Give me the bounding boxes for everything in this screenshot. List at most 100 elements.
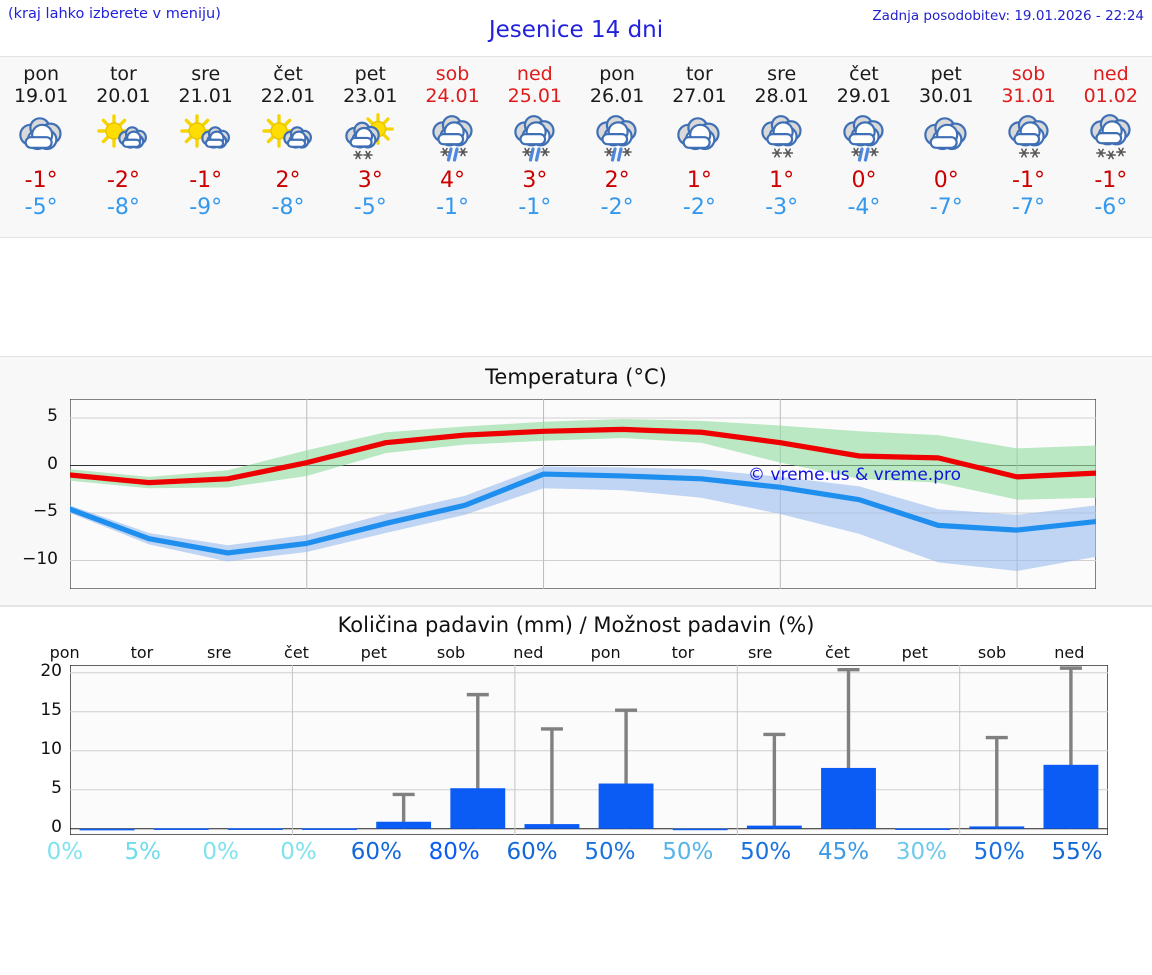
location-menu-hint[interactable]: (kraj lahko izberete v meniju): [8, 6, 221, 22]
sun-cloud-icon: [85, 109, 161, 167]
cloudy-icon: [661, 109, 737, 167]
cloud-rain-snow-icon: [826, 109, 902, 167]
forecast-day-0[interactable]: pon 19.01 -1° -5°: [0, 57, 82, 237]
day-date: 21.01: [178, 85, 233, 107]
day-date: 28.01: [754, 85, 809, 107]
day-max-temp: 3°: [357, 168, 383, 193]
day-date: 30.01: [919, 85, 974, 107]
precip-probability: 30%: [895, 839, 947, 865]
day-min-temp: -3°: [765, 195, 799, 220]
forecast-day-2[interactable]: sre 21.01 -1° -9°: [165, 57, 247, 237]
forecast-day-6[interactable]: ned 25.01 3° -1°: [494, 57, 576, 237]
forecast-day-8[interactable]: tor 27.01 1° -2°: [658, 57, 740, 237]
precip-probability: 60%: [506, 839, 558, 865]
forecast-day-3[interactable]: čet 22.01 2° -8°: [247, 57, 329, 237]
precip-bar: [524, 824, 580, 829]
day-max-temp: -1°: [24, 168, 58, 193]
temperature-band-1: [70, 466, 1096, 571]
precip-y-tick: 0: [51, 816, 62, 837]
cloud-rain-snow-icon: [415, 109, 491, 167]
forecast-day-5[interactable]: sob 24.01 4° -1°: [411, 57, 493, 237]
day-max-temp: 4°: [440, 168, 466, 193]
temperature-band-0: [70, 418, 1096, 500]
precip-bar: [153, 828, 209, 830]
day-name: pet: [354, 63, 386, 85]
precip-day-label: ned: [1054, 643, 1085, 662]
precip-day-label: čet: [824, 643, 850, 662]
precip-y-tick: 15: [40, 699, 62, 720]
day-date: 26.01: [589, 85, 645, 107]
day-max-temp: 0°: [851, 168, 877, 193]
temp-y-tick: 0: [47, 453, 58, 474]
day-max-temp: -1°: [189, 168, 223, 193]
day-max-temp: -1°: [1094, 168, 1128, 193]
forecast-day-11[interactable]: pet 30.01 0° -7°: [905, 57, 987, 237]
precip-day-label: pon: [49, 643, 80, 662]
precip-probability: 50%: [973, 839, 1025, 865]
daily-forecast-strip: pon 19.01 -1° -5° tor 20.01 -2° -8° sre 21.01 -1° -…: [0, 56, 1152, 238]
precip-bar: [746, 825, 802, 829]
day-max-temp: 1°: [769, 168, 795, 193]
day-date: 23.01: [343, 85, 398, 107]
precip-bar: [376, 821, 432, 829]
precip-bar: [1043, 764, 1099, 829]
sun-cloud-icon: [250, 109, 326, 167]
day-min-temp: -1°: [518, 195, 552, 220]
precip-bar: [969, 826, 1025, 829]
day-date: 29.01: [836, 85, 892, 107]
cloud-rain-snow-icon: [497, 109, 573, 167]
forecast-day-9[interactable]: sre 28.01 1° -3°: [741, 57, 823, 237]
forecast-day-13[interactable]: ned 01.02 -1° -6°: [1070, 57, 1152, 237]
day-name: ned: [1092, 63, 1129, 85]
day-date: 25.01: [507, 85, 563, 107]
watermark: © vreme.us & vreme.pro: [748, 465, 962, 485]
cloud-snow-icon: [744, 109, 820, 167]
day-name: tor: [685, 63, 713, 85]
precip-probability: 55%: [1051, 839, 1103, 865]
sun-cloud-icon: [168, 109, 244, 167]
precip-day-label: čet: [284, 643, 309, 662]
day-min-temp: -5°: [24, 195, 58, 220]
day-min-temp: -5°: [353, 195, 387, 220]
day-max-temp: -1°: [1012, 168, 1045, 193]
page-title: Jesenice 14 dni: [488, 17, 664, 43]
day-date: 22.01: [260, 85, 316, 107]
day-min-temp: -2°: [600, 195, 634, 220]
day-min-temp: -7°: [1012, 195, 1045, 220]
day-min-temp: -4°: [847, 195, 881, 220]
precip-bar: [821, 767, 876, 829]
temperature-chart-title: Temperatura (°C): [485, 365, 667, 389]
page-header: (kraj lahko izberete v meniju) Jesenice …: [0, 0, 1152, 56]
precip-probability: 50%: [662, 839, 714, 865]
day-name: sob: [1011, 63, 1046, 85]
precip-probability: 5%: [124, 839, 162, 865]
forecast-day-7[interactable]: pon 26.01 2° -2°: [576, 57, 658, 237]
precip-day-label: tor: [130, 643, 154, 662]
last-updated-label: Zadnja posodobitev: 19.01.2026 - 22:24: [872, 8, 1144, 24]
forecast-day-10[interactable]: čet 29.01 0° -4°: [823, 57, 905, 237]
forecast-day-12[interactable]: sob 31.01 -1° -7°: [987, 57, 1069, 237]
day-max-temp: 1°: [686, 168, 712, 193]
cloud-rain-snow-icon: [579, 109, 655, 167]
precipitation-chart-section: Količina padavin (mm) / Možnost padavin …: [0, 606, 1152, 917]
day-min-temp: -7°: [929, 195, 963, 220]
forecast-day-1[interactable]: tor 20.01 -2° -8°: [82, 57, 164, 237]
precip-day-label: sre: [207, 643, 232, 662]
day-name: pon: [599, 63, 635, 85]
day-min-temp: -1°: [436, 195, 470, 220]
precipitation-probability-row: 0% 5% 0% 0% 60% 80% 60% 50% 50% 50% 45% 30% 50% 55%: [26, 839, 1116, 865]
precipitation-day-labels: pon tor sre čet pet sob ned pon tor sre čet pet sob n…: [26, 643, 1108, 662]
precip-y-tick: 20: [40, 660, 62, 681]
day-max-temp: 2°: [604, 168, 630, 193]
precip-day-label: tor: [671, 643, 695, 662]
forecast-day-4[interactable]: pet 23.01 3° -5°: [329, 57, 411, 237]
precip-probability: 60%: [350, 839, 402, 865]
precipitation-plot: [70, 665, 1108, 835]
precip-probability: 50%: [740, 839, 792, 865]
precip-day-label: pet: [360, 643, 387, 662]
temp-y-tick: −10: [22, 548, 58, 569]
spacer: [0, 238, 1152, 356]
precip-probability: 50%: [584, 839, 636, 865]
day-name: tor: [109, 63, 137, 85]
precip-bar: [672, 828, 728, 831]
